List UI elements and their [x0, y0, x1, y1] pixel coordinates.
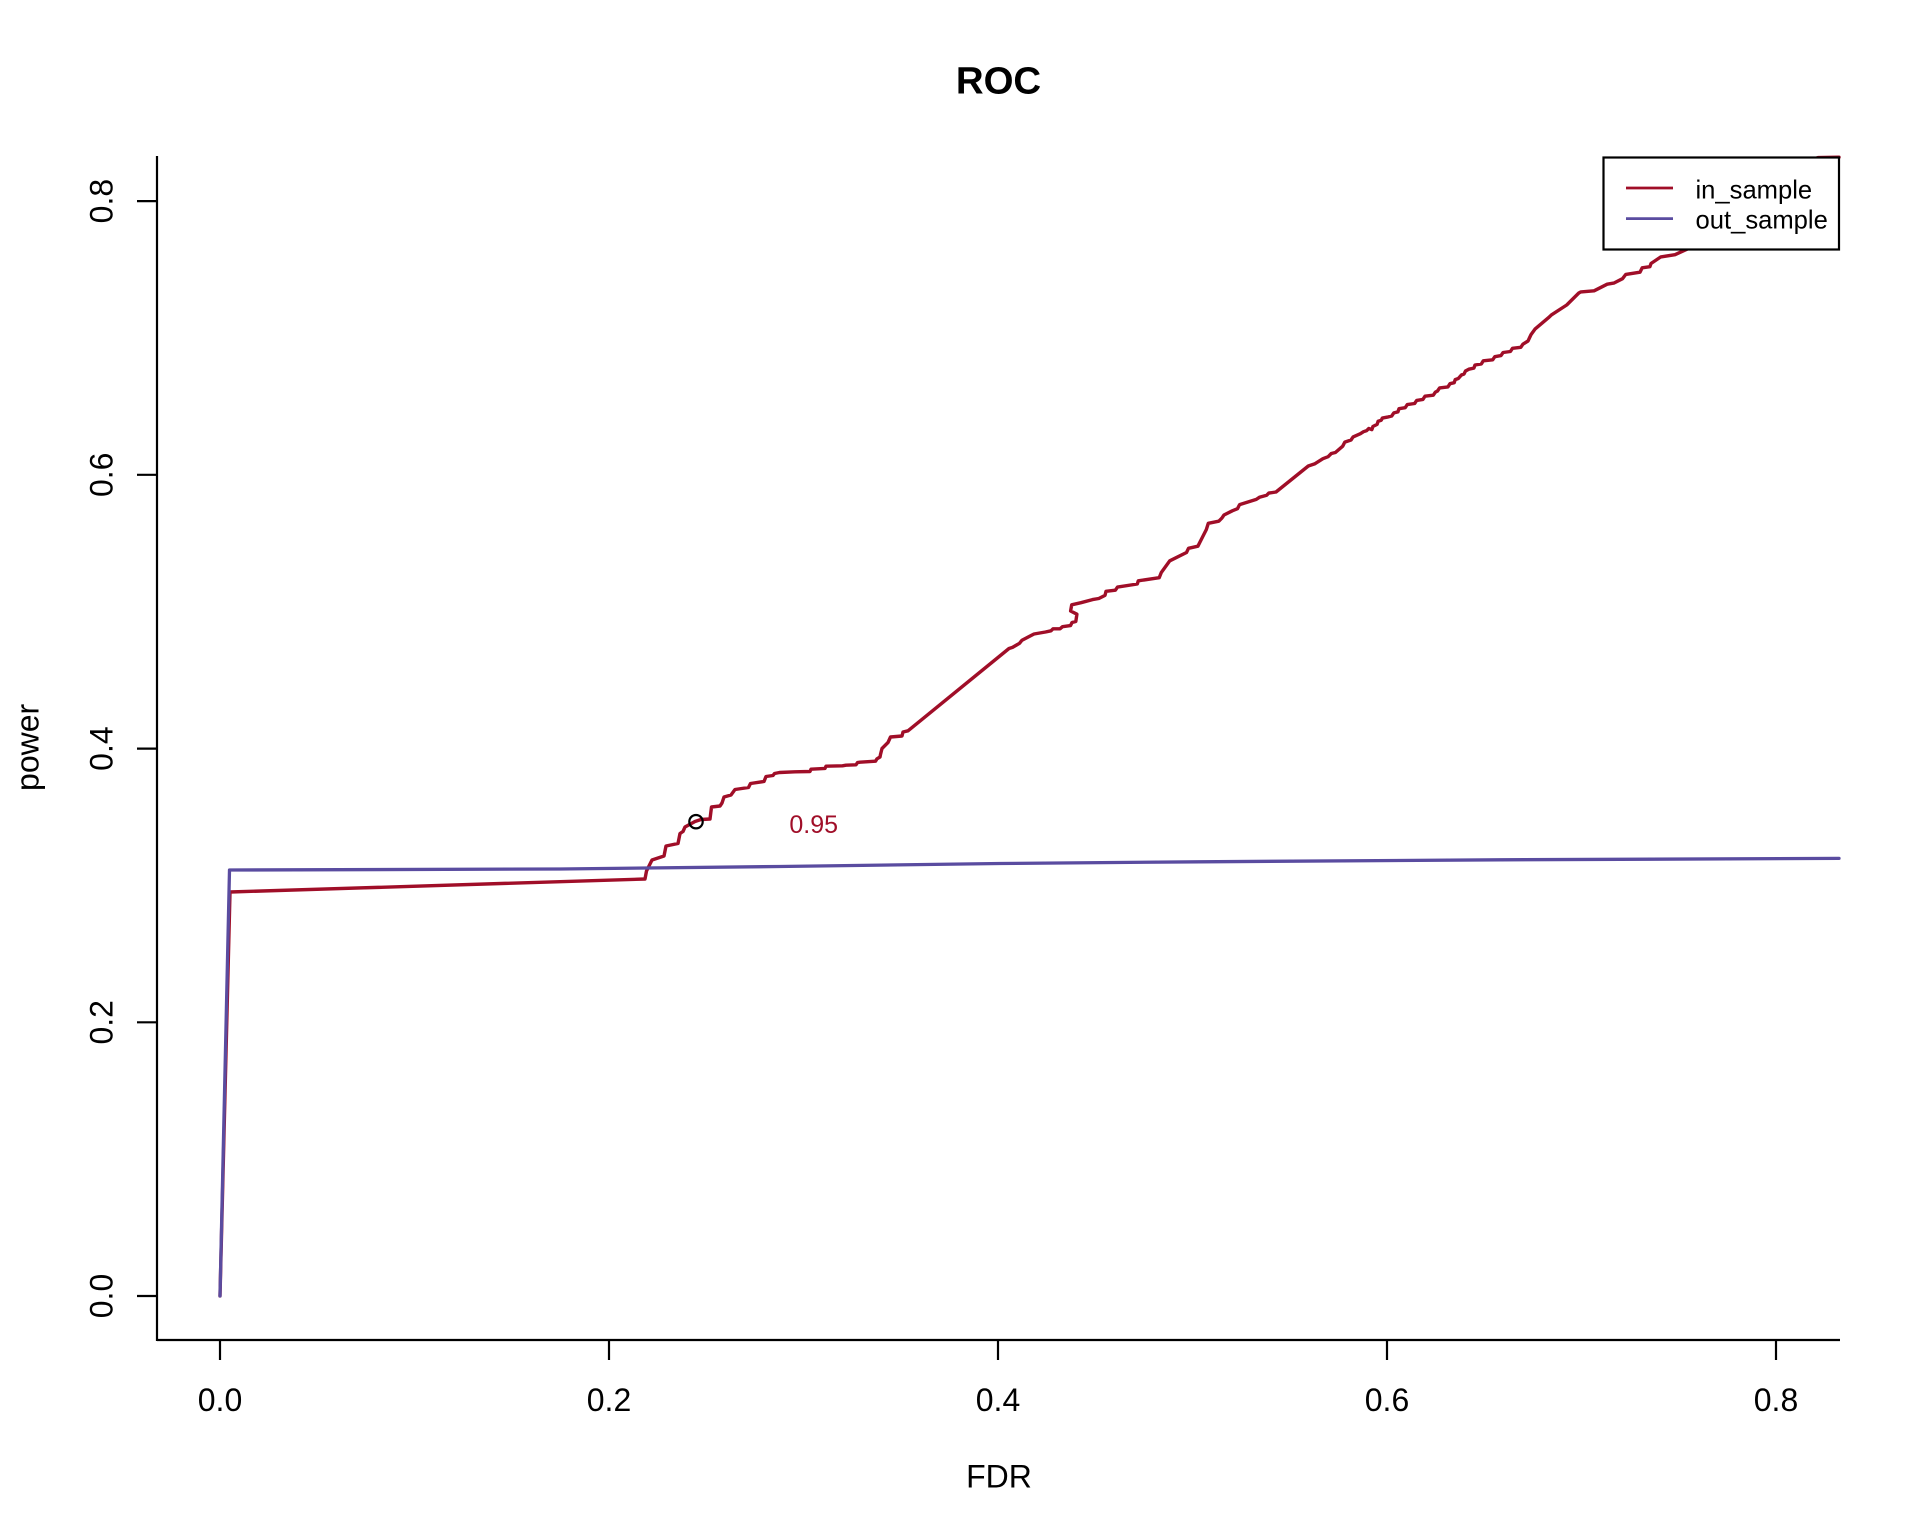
svg-text:FDR: FDR — [966, 1459, 1032, 1495]
svg-text:0.0: 0.0 — [198, 1382, 242, 1418]
svg-text:0.4: 0.4 — [976, 1382, 1020, 1418]
svg-text:0.6: 0.6 — [83, 453, 119, 497]
svg-text:ROC: ROC — [956, 60, 1041, 103]
svg-text:0.8: 0.8 — [1754, 1382, 1798, 1418]
svg-text:0.6: 0.6 — [1365, 1382, 1409, 1418]
svg-text:0.8: 0.8 — [83, 179, 119, 223]
svg-text:0.4: 0.4 — [83, 726, 119, 770]
svg-text:out_sample: out_sample — [1696, 207, 1828, 235]
svg-text:0.95: 0.95 — [789, 811, 838, 839]
svg-text:in_sample: in_sample — [1696, 177, 1813, 205]
svg-text:0.2: 0.2 — [83, 1000, 119, 1044]
svg-text:0.2: 0.2 — [587, 1382, 631, 1418]
svg-text:power: power — [10, 703, 46, 791]
svg-text:0.0: 0.0 — [83, 1274, 119, 1318]
